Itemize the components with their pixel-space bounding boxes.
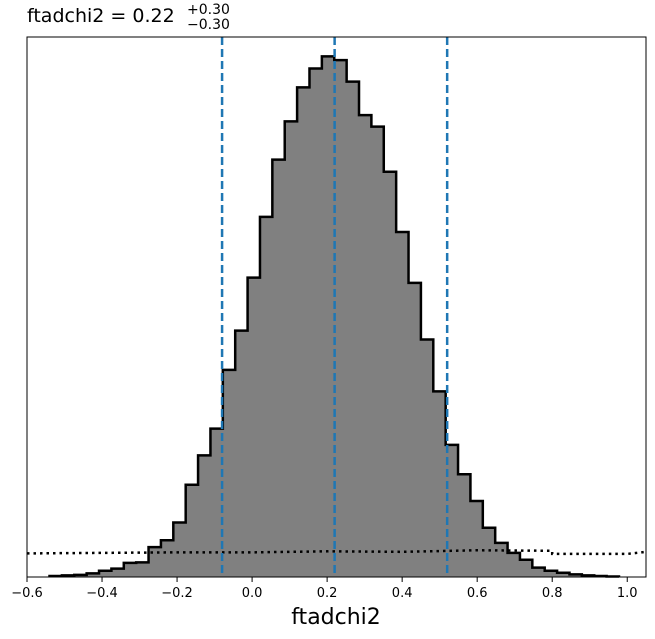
histogram-bar <box>259 216 273 577</box>
x-tick-label: 0.8 <box>542 586 563 601</box>
prior-line <box>26 549 647 556</box>
histogram-bar <box>532 567 546 577</box>
histogram-bar <box>86 573 100 577</box>
x-tick-label: 1.0 <box>617 586 638 601</box>
histogram-bar <box>482 527 496 577</box>
histogram-bar <box>148 547 162 577</box>
histogram-bar <box>321 56 335 577</box>
histogram-bar <box>408 282 422 577</box>
histogram-bar <box>507 552 521 577</box>
chart-title-upper-error: +0.30 <box>187 2 230 18</box>
histogram-bar <box>371 126 385 577</box>
histogram-outline <box>48 55 621 578</box>
plot-frame <box>26 36 647 578</box>
chart-title: ftadchi2 = 0.22 <box>27 5 175 27</box>
histogram-bar <box>383 171 397 578</box>
histogram-bar <box>396 232 409 578</box>
histogram-bar <box>185 484 199 577</box>
histogram-bar <box>557 572 570 577</box>
histogram-bar <box>495 542 508 577</box>
histogram-bar <box>136 562 149 577</box>
histogram-bar <box>346 81 360 577</box>
histogram-bar <box>210 428 224 577</box>
histogram-bar <box>284 121 298 577</box>
histogram-bar <box>569 574 583 577</box>
x-axis: −0.6 −0.4 −0.2 0.0 0.2 0.4 0.6 0.8 1.0 <box>11 577 638 601</box>
histogram-bar <box>173 522 187 577</box>
chart-title-lower-error: −0.30 <box>187 17 230 33</box>
x-tick-label: 0.4 <box>392 586 413 601</box>
x-tick-label: 0.2 <box>317 586 338 601</box>
histogram-bar <box>160 540 174 577</box>
x-tick-label: −0.6 <box>11 586 43 601</box>
histogram-bar <box>433 391 447 577</box>
histogram-bar <box>470 500 484 577</box>
histogram-bar <box>359 115 372 577</box>
x-tick-label: −0.4 <box>86 586 118 601</box>
histogram-bar <box>519 559 533 577</box>
histogram-bar <box>99 570 112 577</box>
histogram-bar <box>222 369 236 577</box>
histogram-bar <box>297 87 310 578</box>
x-axis-label: ftadchi2 <box>291 605 381 630</box>
histogram-bar <box>235 330 248 577</box>
histogram-bar <box>334 60 348 577</box>
plot-area <box>26 36 647 578</box>
histogram-bar <box>123 562 137 577</box>
x-tick-label: 0.6 <box>467 586 488 601</box>
histogram-bar <box>445 444 459 577</box>
x-tick-label: −0.2 <box>161 586 193 601</box>
histogram-bar <box>458 474 471 577</box>
x-tick-label: 0.0 <box>242 586 263 601</box>
histogram-bar <box>198 455 211 577</box>
histogram-bar <box>247 277 261 577</box>
histogram-bar <box>272 159 286 577</box>
histogram-bar <box>309 68 323 578</box>
histogram-bar <box>111 568 125 577</box>
histogram-bar <box>544 570 558 577</box>
histogram-bar <box>420 339 434 577</box>
